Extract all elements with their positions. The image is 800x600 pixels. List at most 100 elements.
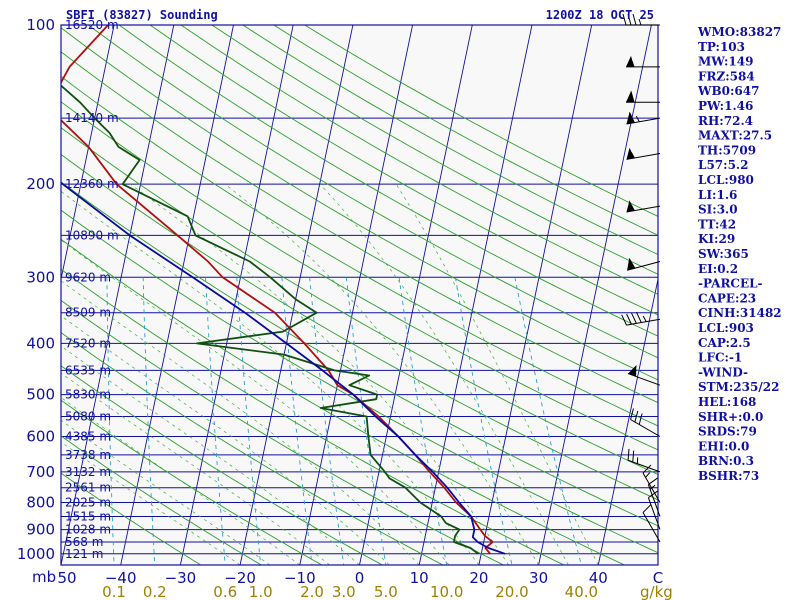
pressure-tick-label: 900: [26, 521, 55, 539]
wind-barb: [627, 364, 661, 386]
height-label: 6535 m: [65, 363, 111, 377]
height-label: 7520 m: [65, 336, 111, 350]
temperature-tick-label: 50: [57, 569, 76, 587]
height-label: 4385 m: [65, 429, 111, 443]
dry-adiabat: [61, 127, 658, 476]
wind-barb-full: [642, 464, 652, 474]
isotherm: [120, 25, 234, 565]
wind-barb-half: [635, 115, 640, 122]
moist-adiabat: [61, 397, 301, 565]
isotherm: [61, 25, 115, 282]
dry-adiabat: [211, 25, 658, 275]
temperature-profile: [61, 25, 494, 555]
wind-barb-full: [642, 504, 652, 513]
wind-barb-full: [638, 413, 643, 425]
pressure-tick-label: 1000: [17, 545, 55, 563]
mixing-ratio-line: [281, 277, 313, 565]
wind-barb-half: [649, 484, 656, 490]
dry-adiabat: [180, 25, 658, 295]
wind-barb-pennant: [628, 364, 637, 377]
index-entry: BSHR:73: [698, 469, 759, 483]
dry-adiabat: [61, 75, 658, 427]
wind-barb: [647, 490, 661, 530]
wind-barb: [626, 112, 661, 125]
index-entry: L57:5.2: [698, 158, 748, 172]
dry-adiabat: [61, 209, 658, 554]
index-entry: SW:365: [698, 247, 749, 261]
height-label: 1515 m: [65, 509, 111, 523]
wind-barb: [621, 311, 661, 326]
height-label: 3132 m: [65, 465, 111, 479]
moist-adiabat: [61, 345, 360, 565]
wind-barb-full: [631, 312, 637, 324]
indices-panel: WMO:83827TP:103MW:149FRZ:584WB0:647PW:1.…: [697, 25, 782, 483]
moist-adiabat: [61, 372, 330, 565]
index-entry: SRDS:79: [698, 425, 757, 439]
wind-barb: [626, 147, 661, 160]
index-entry: -PARCEL-: [698, 277, 763, 291]
mixing-ratio-line: [205, 277, 226, 565]
wind-barb: [626, 91, 660, 103]
temperature-tick-label: −40: [105, 569, 137, 587]
temperature-tick-label: 20: [469, 569, 488, 587]
mixing-ratio-label: 10.0: [430, 583, 463, 600]
index-entry: LFC:-1: [698, 351, 742, 365]
dry-adiabat: [61, 299, 504, 565]
index-entry: LCL:903: [698, 321, 754, 335]
wind-barb-half: [630, 204, 635, 211]
mixing-ratio-line: [454, 277, 513, 565]
wind-barbs: [621, 13, 661, 543]
wind-barb: [627, 258, 661, 271]
wind-barb-staff: [627, 373, 661, 386]
index-entry: TH:5709: [698, 143, 756, 157]
wind-barb-full: [635, 311, 642, 323]
index-entry: LI:1.6: [698, 188, 737, 202]
dewpoint-profile: [61, 84, 479, 555]
pressure-unit-label: mb: [32, 568, 56, 586]
wind-barb: [626, 200, 661, 213]
wind-barb-full: [632, 450, 635, 463]
mixing-ratio-line: [236, 277, 262, 565]
dry-adiabat: [61, 181, 658, 527]
dry-adiabat: [87, 25, 658, 359]
wind-barb-staff: [627, 459, 661, 473]
chart-date: 1200Z 18 OCT 25: [546, 8, 654, 22]
pressure-tick-label: 700: [26, 463, 55, 481]
dry-adiabat: [61, 268, 565, 565]
index-entry: MAXT:27.5: [698, 129, 772, 143]
wind-barb-staff: [626, 318, 661, 326]
mixing-ratio-label: 3.0: [332, 583, 356, 600]
temperature-tick-label: −30: [165, 569, 197, 587]
dry-adiabat: [61, 331, 444, 565]
dry-adiabat: [61, 101, 658, 451]
index-entry: TT:42: [698, 217, 736, 231]
index-entry: MW:149: [698, 55, 753, 69]
moist-adiabat: [61, 280, 420, 565]
index-entry: EI:0.2: [698, 262, 738, 276]
wind-barb-full: [628, 258, 636, 269]
wind-barb-full: [621, 314, 627, 326]
wind-barb: [647, 477, 661, 517]
mixing-ratio-label: 0.1: [102, 583, 126, 600]
mixing-ratio-line: [106, 277, 115, 565]
index-entry: CINH:31482: [698, 306, 782, 320]
index-entry: SHR+:0.0: [698, 410, 763, 424]
mixing-ratio-label: 2.0: [300, 583, 324, 600]
height-label: 3738 m: [65, 448, 111, 462]
chart-title: SBFI (83827) Sounding: [66, 8, 218, 22]
temperature-tick-label: −20: [224, 569, 256, 587]
isotherm: [61, 25, 175, 565]
wind-barb-full: [634, 410, 639, 423]
wind-barb-half: [636, 457, 639, 464]
dry-adiabat: [242, 25, 658, 256]
dry-adiabat: [118, 25, 658, 337]
wind-barb-pennant: [626, 200, 635, 213]
parcel-profile: [61, 181, 506, 555]
wind-barb-full: [627, 448, 630, 461]
index-entry: TP:103: [698, 40, 745, 54]
mixing-ratio-line: [398, 277, 448, 565]
isotherm: [418, 25, 533, 565]
index-entry: LCL:980: [698, 173, 754, 187]
height-label: 12360 m: [65, 177, 119, 191]
index-entry: WB0:647: [697, 84, 759, 98]
